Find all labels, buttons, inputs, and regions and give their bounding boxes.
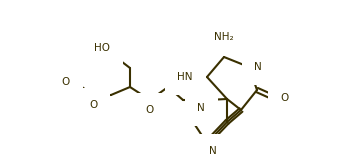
Text: HO: HO	[94, 43, 110, 53]
Text: N: N	[197, 103, 205, 113]
Text: O: O	[89, 100, 97, 110]
Text: N: N	[209, 146, 217, 156]
Text: O: O	[62, 77, 70, 87]
Text: NH₂: NH₂	[214, 32, 234, 42]
Text: O: O	[280, 93, 288, 103]
Text: O: O	[146, 105, 154, 115]
Text: N: N	[254, 62, 262, 72]
Text: HN: HN	[177, 72, 193, 82]
